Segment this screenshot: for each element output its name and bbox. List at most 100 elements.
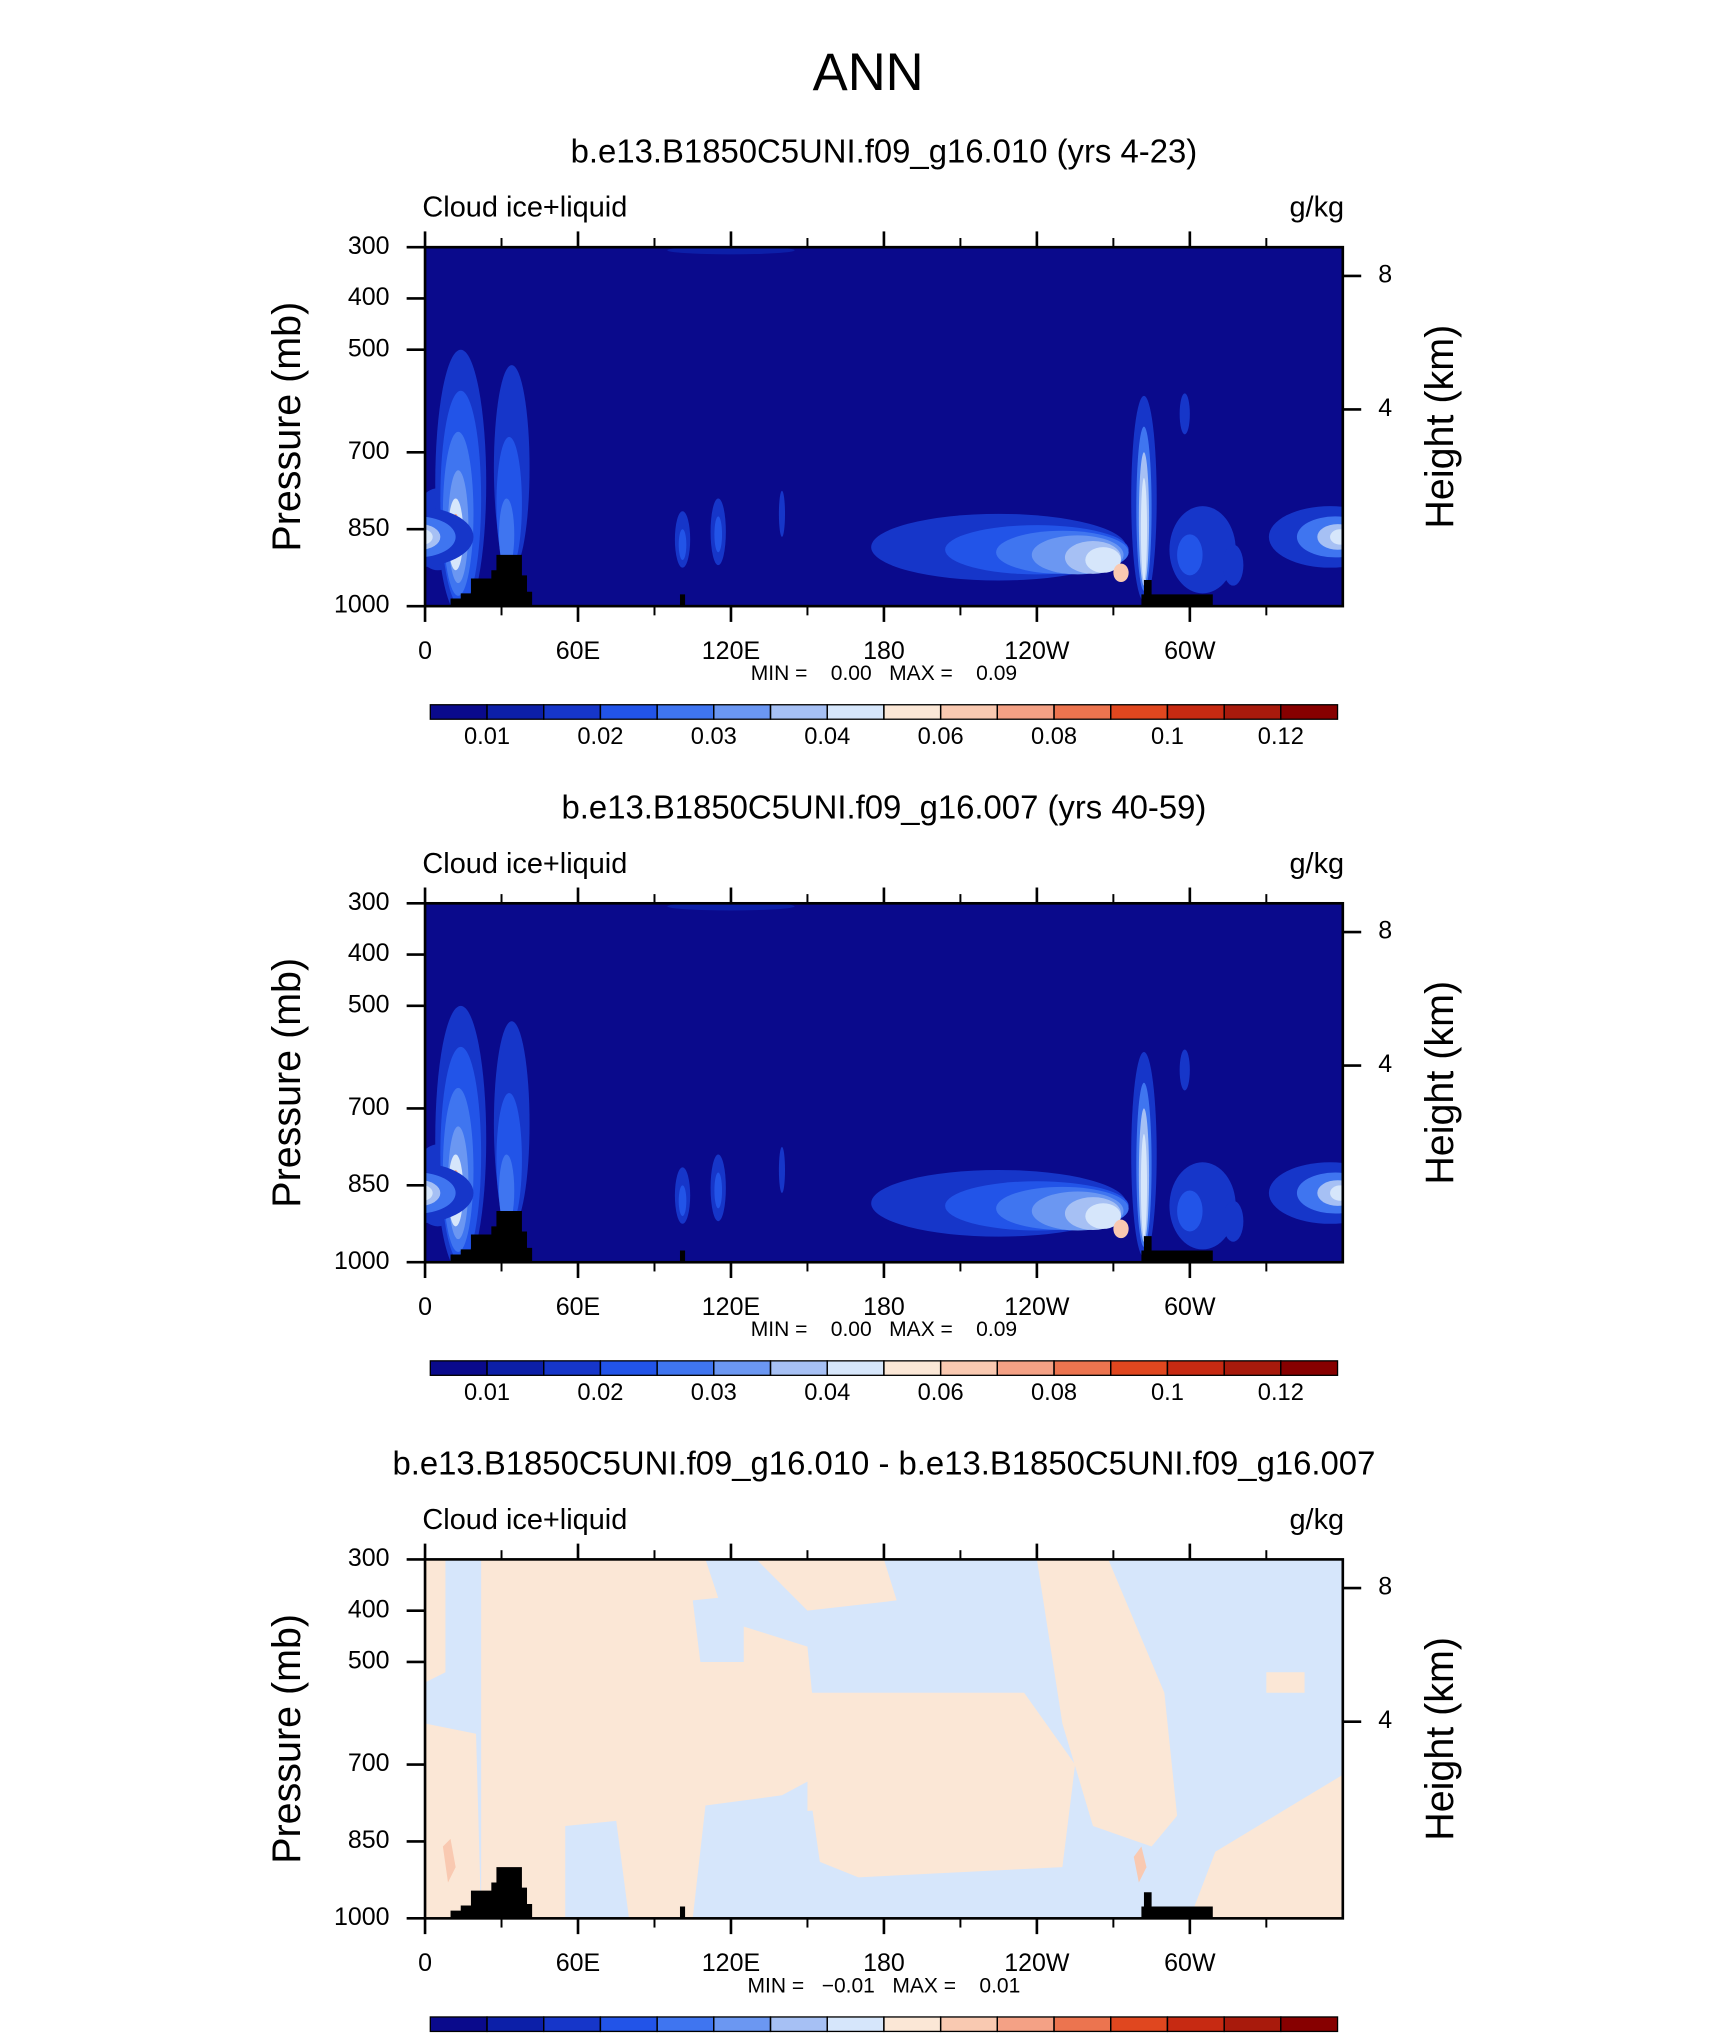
colorbar-box [996, 2016, 1055, 2033]
colorbar-box [713, 2016, 772, 2033]
colorbar-box [713, 1360, 772, 1376]
field [425, 247, 1343, 607]
colorbar-box [486, 704, 545, 720]
colorbar-label: -0.03 [630, 2036, 684, 2038]
colorbar-box [1110, 1360, 1169, 1376]
contour-fill [498, 498, 515, 571]
y-tick-label: 500 [348, 1647, 390, 1675]
contour-fill [565, 1820, 629, 1919]
contour-fill [667, 247, 795, 255]
colorbar-label: 0.01 [974, 2036, 1020, 2038]
contour-fill [425, 1723, 482, 1919]
contour-fill [1140, 1134, 1148, 1237]
panel-title: b.e13.B1850C5UNI.f09_g16.010 - b.e13.B18… [392, 1445, 1375, 1482]
colorbar-label: 0.01 [464, 1380, 510, 1406]
y2-axis-title: Height (km) [1418, 981, 1462, 1185]
contour-fill [442, 1838, 456, 1883]
y-tick-label: 500 [348, 334, 390, 362]
contour-fill [1222, 1200, 1244, 1242]
panel: b.e13.B1850C5UNI.f09_g16.010 (yrs 4-23) C… [265, 133, 1462, 750]
x-tick-label: 0 [418, 1949, 432, 1977]
panel: b.e13.B1850C5UNI.f09_g16.007 (yrs 40-59)… [265, 789, 1462, 1406]
contour-fill [425, 529, 433, 545]
y2-tick-label: 4 [1378, 1050, 1392, 1078]
colorbar-box [543, 1360, 602, 1376]
units-label: g/kg [1289, 1504, 1344, 1536]
colorbar-box [826, 704, 885, 720]
y-tick-label: 400 [348, 283, 390, 311]
stats-label: MIN = 0.00 MAX = 0.09 [751, 662, 1017, 685]
contour-fill [678, 1185, 687, 1217]
colorbar-box [1280, 1360, 1339, 1376]
figure-title: ANN [813, 43, 924, 102]
y2-axis-title: Height (km) [1418, 1637, 1462, 1841]
y2-tick-label: 8 [1378, 1573, 1392, 1601]
colorbar-box [1166, 2016, 1225, 2033]
topography [679, 1906, 686, 1919]
contour-fill [678, 529, 687, 560]
contour-fill [1140, 477, 1148, 581]
stats-label: MIN = 0.00 MAX = 0.09 [751, 1318, 1017, 1341]
y-axis-title: Pressure (mb) [265, 958, 309, 1208]
units-label: g/kg [1289, 192, 1344, 224]
y2-tick-label: 8 [1378, 260, 1392, 288]
colorbar-label: 0 [877, 2036, 890, 2038]
x-tick-label: 180 [863, 1949, 905, 1977]
topography [450, 1867, 533, 1919]
panel-title: b.e13.B1850C5UNI.f09_g16.010 (yrs 4-23) [571, 133, 1198, 170]
variable-label: Cloud ice+liquid [422, 848, 627, 880]
x-tick-label: 120E [702, 1293, 760, 1321]
colorbar-box [1280, 704, 1339, 720]
colorbar-label: 0.03 [1088, 2036, 1134, 2038]
colorbar-label: 0.03 [691, 1380, 737, 1406]
y-tick-label: 700 [348, 1749, 390, 1777]
colorbar-box [713, 704, 772, 720]
y-axis-title: Pressure (mb) [265, 302, 309, 552]
x-tick-label: 120E [702, 1949, 760, 1977]
y-tick-label: 300 [348, 1544, 390, 1572]
colorbar-box [1166, 1360, 1225, 1376]
contour-fill [1177, 534, 1203, 576]
contour-fill [1036, 1559, 1178, 1847]
contour-fill [667, 903, 795, 911]
y-tick-label: 700 [348, 437, 390, 465]
colorbar-box [1110, 2016, 1169, 2033]
colorbar-label: 0.1 [1151, 1380, 1184, 1406]
x-tick-label: 0 [418, 1293, 432, 1321]
colorbar-box [769, 2016, 828, 2033]
colorbar-box [486, 2016, 545, 2033]
colorbar-label: 0.03 [691, 724, 737, 750]
colorbar-box [1280, 2016, 1339, 2033]
contour-fill [778, 1146, 786, 1194]
colorbar-box [429, 2016, 488, 2033]
x-tick-label: 120W [1004, 1949, 1070, 1977]
colorbar-label: 0.04 [804, 724, 850, 750]
contour-fill [1330, 1185, 1343, 1201]
contour-fill [1330, 529, 1343, 545]
y-tick-label: 700 [348, 1093, 390, 1121]
colorbar-box [543, 2016, 602, 2033]
colorbar-label: 0.02 [577, 1380, 623, 1406]
colorbar-box [769, 704, 828, 720]
x-tick-label: 60E [556, 1949, 600, 1977]
x-tick-label: 120W [1004, 637, 1070, 665]
x-tick-label: 60E [556, 1293, 600, 1321]
field [425, 1559, 1343, 1919]
topography [1141, 1892, 1213, 1919]
colorbar-box [996, 1360, 1055, 1376]
panel-title: b.e13.B1850C5UNI.f09_g16.007 (yrs 40-59) [562, 789, 1207, 826]
colorbar-label: 0.02 [577, 724, 623, 750]
contour-fill [1179, 393, 1190, 435]
colorbar-box [939, 1360, 998, 1376]
colorbar-box [1053, 2016, 1112, 2033]
colorbar-box [656, 704, 715, 720]
y-axis-title: Pressure (mb) [265, 1614, 309, 1864]
colorbar-label: 0.08 [1031, 724, 1077, 750]
y-tick-label: 1000 [334, 1903, 390, 1931]
y2-tick-label: 8 [1378, 917, 1392, 945]
colorbar-box [656, 2016, 715, 2033]
y2-axis-title: Height (km) [1418, 325, 1462, 529]
colorbar-label: 0.1 [1151, 724, 1184, 750]
field [425, 903, 1343, 1263]
contour-fill [1113, 563, 1129, 583]
